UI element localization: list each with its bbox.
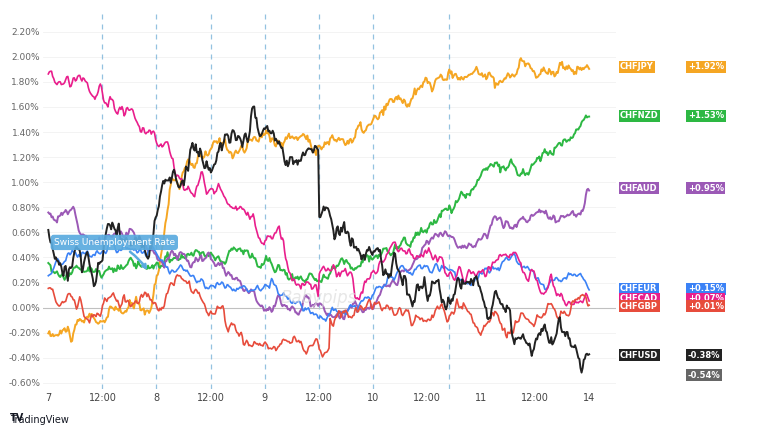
Text: CHFAUD: CHFAUD — [620, 184, 658, 193]
Text: -0.38%: -0.38% — [688, 351, 721, 360]
Text: +0.95%: +0.95% — [688, 184, 724, 193]
Text: CHFEUR: CHFEUR — [620, 284, 658, 293]
Text: CHFGBP: CHFGBP — [620, 302, 658, 311]
Text: CHFCAD: CHFCAD — [620, 295, 658, 303]
Text: +0.07%: +0.07% — [688, 295, 724, 303]
Text: TV: TV — [10, 413, 24, 423]
Text: Babypips: Babypips — [281, 289, 357, 307]
Text: +1.92%: +1.92% — [688, 62, 724, 71]
Text: CHFNZD: CHFNZD — [620, 111, 659, 120]
Text: CHFUSD: CHFUSD — [620, 351, 658, 360]
Text: +0.15%: +0.15% — [688, 284, 724, 293]
Text: +1.53%: +1.53% — [688, 111, 724, 120]
Text: -0.54%: -0.54% — [688, 371, 721, 380]
Text: Swiss Unemployment Rate: Swiss Unemployment Rate — [54, 238, 175, 268]
Text: +0.01%: +0.01% — [688, 302, 724, 311]
Text: CHFJPY: CHFJPY — [620, 62, 654, 71]
Text: TradingView: TradingView — [10, 415, 69, 425]
